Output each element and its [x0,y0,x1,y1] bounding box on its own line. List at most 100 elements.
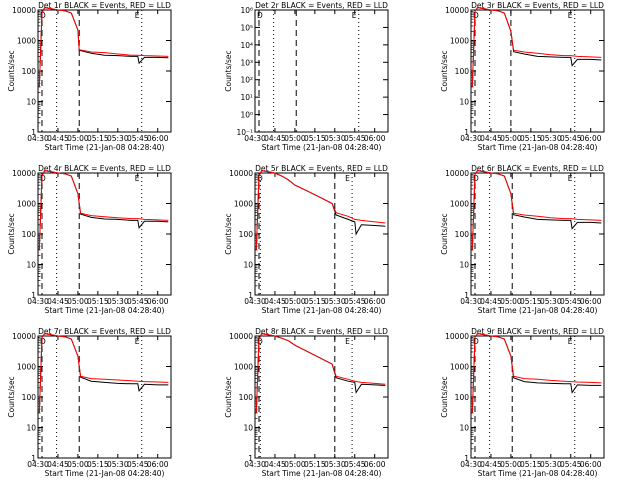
x-tick-label: 05:30 [324,297,346,306]
x-tick-label: 05:45 [344,297,366,306]
series-lld-line [471,7,602,87]
y-tick-label: 1 [464,291,469,300]
marker-e-label: E [568,337,573,346]
x-tick-label: 06:00 [364,460,386,469]
y-tick-label: 10000 [229,332,253,341]
x-tick-label: 04:30 [460,297,482,306]
plot-frame [470,9,605,133]
x-tick-label: 06:00 [580,134,602,143]
series-lld-line [255,333,386,413]
series-events-line [38,170,169,250]
x-tick-label: 04:30 [460,134,482,143]
x-tick-label: 05:30 [107,297,129,306]
series-lld-line [471,333,602,413]
x-tick-label: 05:45 [560,297,582,306]
marker-e-label: E [568,11,573,20]
x-tick-label: 05:00 [67,460,89,469]
x-tick-label: 05:45 [344,460,366,469]
y-tick-label: 1 [248,454,253,463]
series-lld-line [38,333,169,413]
x-tick-label: 06:00 [147,460,169,469]
x-axis-label: Start Time (21-Jan-08 04:28:40) [262,143,382,152]
x-tick-label: 05:15 [87,134,109,143]
panel-title: Det 3r BLACK = Events, RED = LLD [471,1,604,10]
series-events-line [471,170,602,250]
y-tick-label: 1000 [17,200,36,209]
x-tick-label: 05:15 [304,297,326,306]
x-tick-label: 05:45 [560,134,582,143]
x-tick-label: 05:30 [324,134,346,143]
y-tick-label: 1 [464,128,469,137]
plot-frame [254,335,389,459]
y-tick-label: 10² [240,76,253,85]
x-tick-label: 04:45 [264,297,286,306]
x-tick-label: 04:45 [264,460,286,469]
marker-d-label: D [473,337,479,346]
panel-6: Det 6r BLACK = Events, RED = LLD 1 10 100 10… [440,164,605,315]
x-tick-label: 05:15 [520,460,542,469]
y-tick-label: 100 [22,393,37,402]
x-tick-label: 05:45 [127,297,149,306]
panel-2: Det 2r BLACK = Events, RED = LLD 10⁻¹ 10⁰ 1… [224,1,389,152]
series-events-line [38,7,169,87]
x-tick-label: 05:00 [500,460,522,469]
marker-d-label: D [473,11,479,20]
x-tick-label: 04:30 [244,460,266,469]
marker-e-label: E [345,174,350,183]
panel-title: Det 7r BLACK = Events, RED = LLD [38,327,171,336]
y-tick-label: 100 [239,393,254,402]
x-tick-label: 05:00 [284,297,306,306]
y-tick-label: 10000 [12,6,36,15]
panel-title: Det 2r BLACK = Events, RED = LLD [255,1,388,10]
x-axis-label: Start Time (21-Jan-08 04:28:40) [478,306,598,315]
y-tick-label: 100 [239,230,254,239]
y-tick-label: 100 [455,67,470,76]
series-lld-line [38,170,169,250]
plot-frame [470,335,605,459]
x-tick-label: 04:30 [460,460,482,469]
marker-e-label: E [135,174,140,183]
x-axis-label: Start Time (21-Jan-08 04:28:40) [478,143,598,152]
x-tick-label: 04:30 [27,297,49,306]
x-tick-label: 04:45 [47,460,69,469]
y-tick-label: 10000 [445,169,469,178]
x-tick-label: 04:45 [480,297,502,306]
x-tick-label: 05:15 [304,134,326,143]
y-tick-label: 10 [459,424,469,433]
y-tick-label: 10 [243,261,253,270]
x-tick-label: 06:00 [364,134,386,143]
y-tick-label: 10⁴ [240,41,253,50]
y-tick-label: 10000 [445,6,469,15]
y-axis-label: Counts/sec [440,50,449,91]
marker-d-label: D [257,337,263,346]
y-tick-label: 1 [464,454,469,463]
x-tick-label: 05:00 [284,134,306,143]
plot-frame [37,9,172,133]
y-tick-label: 10000 [12,169,36,178]
x-tick-label: 06:00 [580,460,602,469]
x-tick-label: 05:45 [127,460,149,469]
y-tick-label: 1000 [450,200,469,209]
plot-frame [470,172,605,296]
x-tick-label: 05:45 [127,134,149,143]
panel-title: Det 8r BLACK = Events, RED = LLD [255,327,388,336]
panel-7: Det 7r BLACK = Events, RED = LLD 1 10 100 10… [7,327,172,478]
x-tick-label: 06:00 [147,297,169,306]
x-tick-label: 04:30 [244,134,266,143]
x-axis-label: Start Time (21-Jan-08 04:28:40) [45,469,165,478]
y-tick-label: 1 [31,454,36,463]
y-axis-label: Counts/sec [7,50,16,91]
x-tick-label: 04:45 [47,134,69,143]
series-lld-line [255,170,386,250]
y-tick-label: 10000 [229,169,253,178]
y-axis-label: Counts/sec [224,213,233,254]
y-tick-label: 1000 [17,37,36,46]
x-tick-label: 04:45 [47,297,69,306]
x-tick-label: 04:30 [27,460,49,469]
y-tick-label: 10 [459,98,469,107]
y-tick-label: 10⁵ [240,23,253,32]
x-tick-label: 06:00 [580,297,602,306]
x-tick-label: 05:15 [87,297,109,306]
x-tick-label: 05:00 [500,297,522,306]
